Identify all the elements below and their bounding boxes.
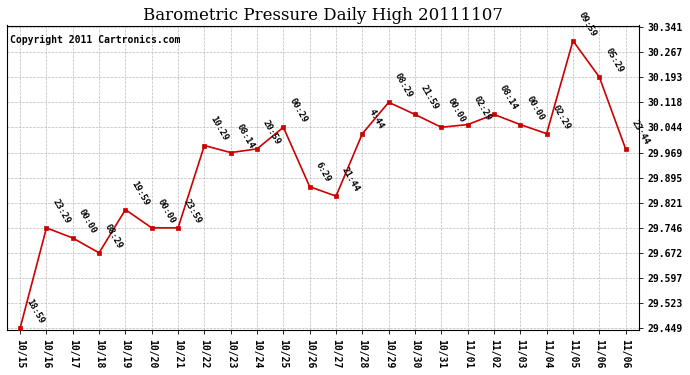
Text: 18:59: 18:59 — [24, 298, 46, 326]
Text: 08:14: 08:14 — [498, 84, 520, 112]
Text: 10:29: 10:29 — [208, 115, 230, 143]
Text: 02:29: 02:29 — [472, 94, 493, 122]
Text: 00:00: 00:00 — [524, 94, 546, 122]
Text: 00:00: 00:00 — [446, 97, 466, 124]
Text: 08:29: 08:29 — [393, 72, 414, 99]
Text: 08:29: 08:29 — [104, 222, 124, 250]
Text: 23:44: 23:44 — [630, 118, 651, 146]
Text: 00:00: 00:00 — [156, 197, 177, 225]
Text: 23:29: 23:29 — [50, 197, 72, 225]
Title: Barometric Pressure Daily High 20111107: Barometric Pressure Daily High 20111107 — [143, 7, 503, 24]
Text: 4:44: 4:44 — [366, 108, 385, 131]
Text: 09:59: 09:59 — [577, 10, 598, 38]
Text: 02:29: 02:29 — [551, 103, 572, 131]
Text: 23:59: 23:59 — [182, 197, 204, 225]
Text: 08:14: 08:14 — [235, 122, 256, 150]
Text: 6:29: 6:29 — [314, 161, 333, 184]
Text: 19:59: 19:59 — [130, 179, 151, 207]
Text: 21:44: 21:44 — [340, 166, 362, 194]
Text: 05:29: 05:29 — [604, 46, 624, 74]
Text: 21:59: 21:59 — [419, 84, 440, 112]
Text: 00:00: 00:00 — [77, 207, 98, 235]
Text: 00:29: 00:29 — [288, 97, 308, 124]
Text: Copyright 2011 Cartronics.com: Copyright 2011 Cartronics.com — [10, 34, 181, 45]
Text: 20:59: 20:59 — [262, 118, 282, 146]
